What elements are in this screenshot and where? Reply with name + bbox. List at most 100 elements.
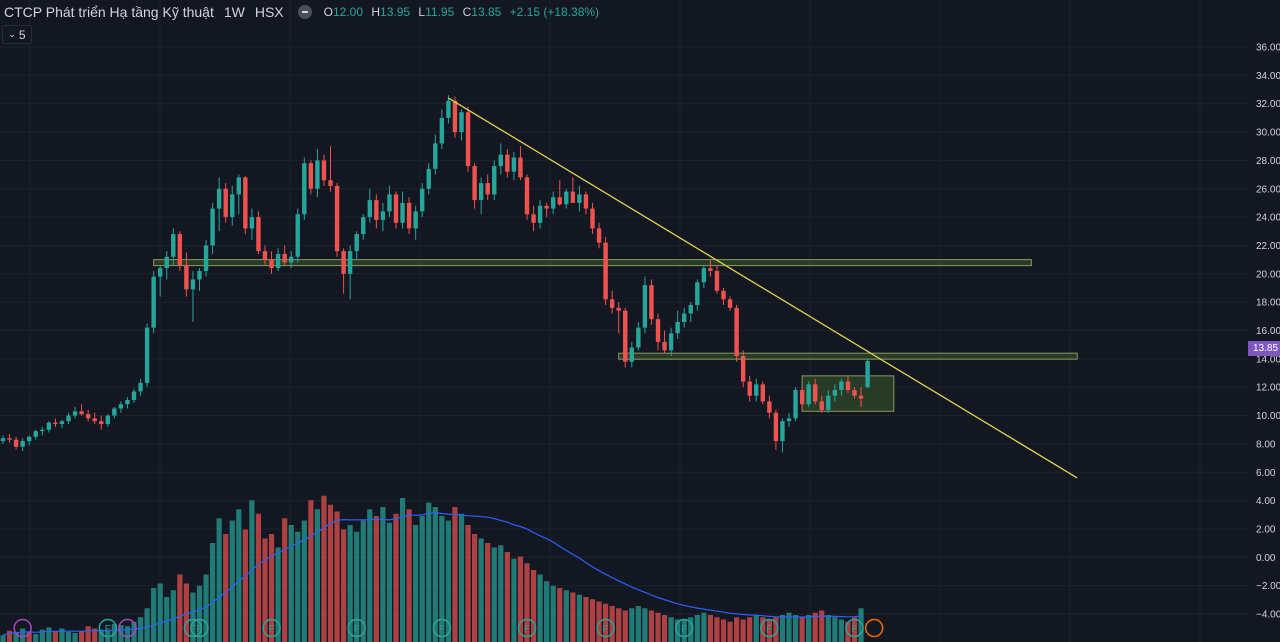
event-marker: F [347,618,366,638]
hide-legend-icon[interactable] [297,5,312,19]
interval-label[interactable]: 1W [223,4,245,20]
candle-body [478,183,484,201]
candle-body [158,268,163,277]
candle-body [492,166,497,195]
volume-bar [570,592,576,642]
event-marker-label: F [766,624,772,635]
event-marker-label: F [196,624,202,635]
candle-body [354,234,359,252]
candle-body [505,154,510,172]
candle-body [754,384,759,396]
event-marker-circle [183,618,203,638]
candle-body [7,438,12,440]
candle-body [380,211,386,220]
last-price-tag: 13.85 [1248,341,1280,356]
candle-body [269,259,274,269]
event-marker: F [596,618,615,638]
candle-body [865,360,870,388]
volume-bar [668,617,674,642]
event-marker-circle [347,618,366,638]
volume-bar [452,507,458,642]
volume-bar [242,529,248,642]
volume-bar [858,608,864,642]
volume-bar [373,516,379,642]
candle-body [727,299,733,308]
exchange-label[interactable]: HSX [254,4,284,20]
candle-body [819,401,824,410]
candle-body [177,234,183,266]
candle-body [714,270,720,291]
volume-bar [170,590,176,642]
volume-bar [544,581,550,642]
volume-bar [46,627,52,642]
candle-body [406,202,412,229]
candle-body [72,411,78,416]
volume-bar [92,628,98,642]
candle-body [747,381,752,396]
candlestick-series [0,95,870,453]
event-marker: F [760,618,779,638]
candle-body [616,307,621,311]
volume-bar [131,621,137,642]
candle-body [642,285,648,328]
ohlc-values: O12.00 H13.95 L11.95 C13.85 +2.15 (+18.3… [324,5,599,19]
symbol-name[interactable]: CTCP Phát triển Hạ tầng Kỹ thuật [4,4,214,20]
event-marker [864,618,884,638]
volume-bar [517,556,524,642]
price-tick-label: −4.00 [1256,610,1280,621]
support-zone [153,259,1032,267]
candle-body [197,270,202,280]
candle-body [144,327,150,383]
volume-bar [6,630,13,642]
volume-bar [635,606,641,642]
candle-body [0,438,6,442]
candle-body [636,327,641,348]
candle-body [334,185,340,252]
event-marker-circle [432,618,452,638]
volume-bar [530,570,537,642]
volume-bar [707,615,713,642]
candle-body [603,242,608,300]
volume-bar [177,574,183,642]
candle-body [786,418,792,422]
event-marker: F [183,618,203,638]
volume-bar [406,509,412,642]
candle-body [275,253,281,269]
volume-bar [655,612,661,642]
candle-body [813,384,818,402]
volume-bar [380,507,386,642]
candle-body [524,177,530,215]
volume-bar [786,612,792,642]
volume-bar [295,531,301,642]
volume-bar [59,628,65,642]
candle-body [171,234,176,257]
volume-bar [838,619,844,642]
candle-body [609,299,615,308]
volume-bar [249,500,255,642]
candle-body [420,188,425,212]
volume-bar [504,552,510,642]
indicators-toggle-button[interactable]: ⌄ 5 [2,25,32,44]
event-marker-label: F [105,624,111,635]
candle-body [210,208,215,246]
volume-bar [537,574,543,642]
event-marker-label: F [524,624,530,635]
volume-bar [458,513,465,642]
candle-body [806,384,811,405]
volume-bar [648,610,655,642]
volume-bar [819,610,825,642]
candle-body [295,214,300,257]
candle-body [780,421,785,442]
price-tick-label: 34.00 [1256,71,1280,82]
price-tick-label: 14.00 [1256,354,1280,365]
candle-body [328,180,333,186]
volume-ma-line [2,512,862,636]
candle-body [433,143,438,169]
candle-body [531,214,536,223]
event-marker-circle [864,618,884,638]
volume-bar [321,495,327,642]
price-tick-label: 16.00 [1256,326,1280,337]
price-axis: 36.00 34.00 32.00 30.00 28.00 26.00 24.00 22.00… [1248,0,1280,642]
price-tick-label: 26.00 [1256,184,1280,195]
